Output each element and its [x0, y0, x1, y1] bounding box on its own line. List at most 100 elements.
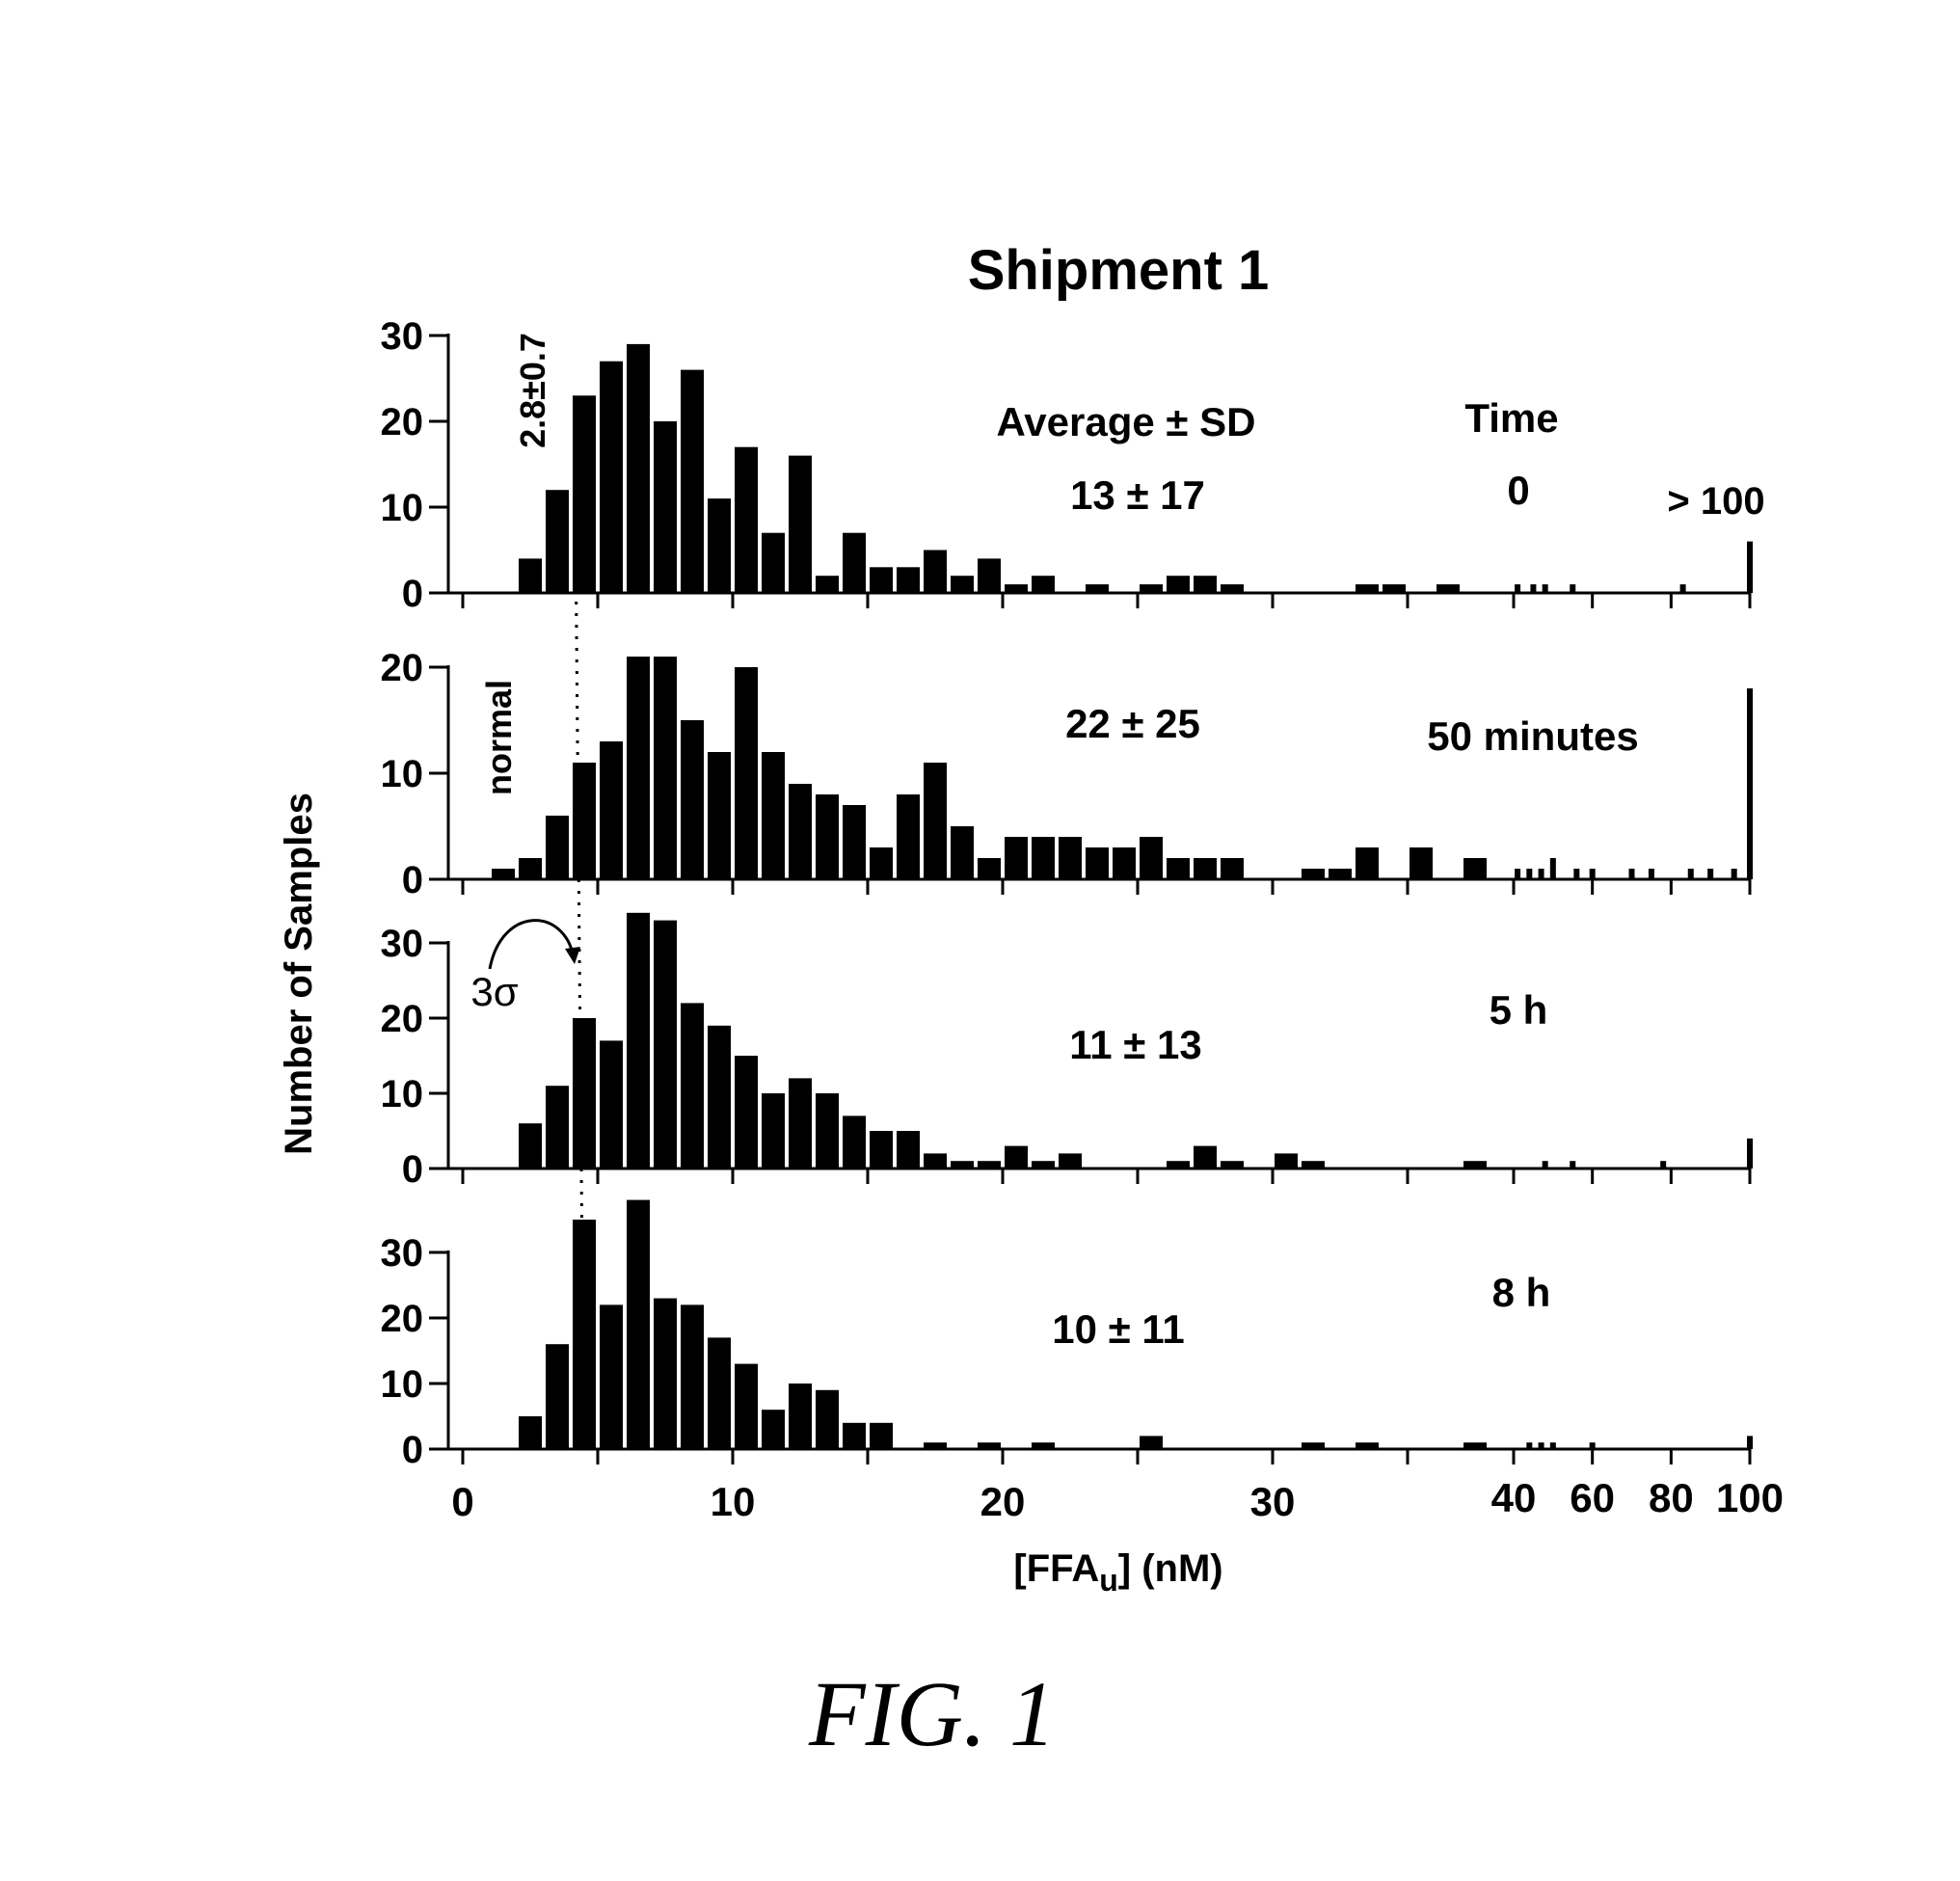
histogram-bar	[1032, 1442, 1055, 1449]
normal-range-label: 2.8±0.7	[513, 333, 552, 448]
tail-bar	[1549, 858, 1556, 879]
tail-bar	[1747, 1138, 1753, 1169]
histogram-bar	[1329, 869, 1352, 879]
histogram-bar	[924, 1153, 947, 1169]
panel-stat-label: 10 ± 11	[1052, 1306, 1185, 1352]
x-tick-labels: 0 10 20 30 40 60 80 100	[451, 1475, 1784, 1524]
panel-4: 0 10 20 30 10 ± 11 8 h	[381, 1199, 1753, 1471]
histogram-bar	[600, 1304, 623, 1449]
tail-bar	[1747, 541, 1753, 593]
panel-time-label: 8 h	[1492, 1270, 1551, 1315]
label-over-100: > 100	[1667, 480, 1764, 523]
histogram-bar	[1221, 584, 1244, 593]
histogram-bar	[816, 794, 839, 879]
histogram-bar	[519, 558, 542, 593]
histogram-bar	[843, 1115, 866, 1169]
histogram-bar	[1005, 584, 1028, 593]
panel-2: 0 10 20 22 ± 25 50 minutes	[381, 647, 1753, 901]
histogram-bar	[735, 667, 758, 879]
histogram-bar	[546, 490, 569, 593]
histogram-bar	[627, 912, 650, 1169]
histogram-bar	[924, 1442, 947, 1449]
histogram-bar	[762, 1410, 785, 1449]
histogram-bar	[573, 395, 596, 593]
histogram-bar	[951, 1161, 974, 1169]
histogram-bar	[1140, 837, 1163, 879]
tail-bar	[1660, 1161, 1667, 1169]
histogram-bar	[546, 1086, 569, 1169]
histogram-bar	[843, 532, 866, 593]
histogram-bar	[762, 1093, 785, 1169]
header-average: Average ± SD	[997, 399, 1256, 444]
histogram-bar	[978, 858, 1001, 879]
histogram-bar	[1086, 847, 1109, 879]
histogram-bar	[762, 532, 785, 593]
normal-label: normal	[479, 680, 519, 795]
histogram-bar	[1167, 576, 1190, 593]
histogram-bar	[789, 784, 812, 879]
histogram-bar	[654, 421, 677, 593]
histogram-bar	[1194, 858, 1217, 879]
histogram-bar	[654, 1298, 677, 1449]
tail-bar	[1515, 584, 1521, 593]
histogram-bar	[1275, 1153, 1298, 1169]
histogram-bar	[654, 920, 677, 1169]
histogram-bar	[978, 1161, 1001, 1169]
x-tick-label: 20	[980, 1479, 1026, 1524]
panel-1: 0 10 20 30 13 ± 17 0	[381, 315, 1753, 615]
histogram-bar	[1221, 858, 1244, 879]
sigma-arrow	[488, 919, 576, 970]
histogram-bar	[1167, 1161, 1190, 1169]
x-tick-label: 10	[711, 1479, 756, 1524]
panel-time-label: 50 minutes	[1427, 713, 1638, 759]
histogram-bar	[1302, 869, 1325, 879]
x-axis-label-subscript: u	[1099, 1563, 1118, 1598]
histogram-bar	[1005, 1145, 1028, 1169]
tail-bar	[1707, 869, 1714, 879]
tail-bar	[1538, 1442, 1544, 1449]
y-tick-label: 0	[402, 1148, 423, 1191]
tail-bar	[1530, 584, 1537, 593]
histogram-bar	[870, 1422, 893, 1449]
y-tick-label: 10	[381, 487, 424, 529]
histogram-bar	[816, 1093, 839, 1169]
x-tick-label-broken: 40	[1491, 1475, 1537, 1520]
x-axis-label-main: [FFA	[1013, 1547, 1099, 1590]
x-tick-label: 30	[1250, 1479, 1296, 1524]
histogram-bar	[600, 1040, 623, 1169]
histogram-bar	[708, 498, 731, 593]
histogram-bar	[843, 1422, 866, 1449]
histogram-bar	[708, 1337, 731, 1449]
histogram-bar	[762, 752, 785, 879]
tail-bar	[1747, 688, 1753, 879]
tail-bar	[1538, 869, 1544, 879]
tail-bar	[1526, 869, 1533, 879]
tail-bar	[1747, 1436, 1753, 1449]
histogram-bar	[654, 657, 677, 879]
panel-stat-label: 13 ± 17	[1070, 472, 1205, 518]
histogram-bar	[519, 1123, 542, 1169]
tail-bar	[1648, 869, 1654, 879]
y-tick-label: 30	[381, 923, 424, 965]
histogram-bar	[681, 1003, 704, 1169]
histogram-bar	[708, 1025, 731, 1169]
histogram-bar	[681, 369, 704, 593]
tail-bar	[1570, 584, 1576, 593]
y-tick-label: 0	[402, 573, 423, 615]
y-axis-label: Number of Samples	[278, 793, 320, 1155]
histogram-bar	[789, 1384, 812, 1449]
sigma-arrowhead	[565, 947, 580, 964]
x-tick-label-broken: 100	[1716, 1475, 1784, 1520]
histogram-bar	[1059, 837, 1082, 879]
tail-bar	[1589, 869, 1596, 879]
histogram-bar	[951, 826, 974, 879]
histogram-bar	[573, 1018, 596, 1169]
histogram-bar	[1059, 1153, 1082, 1169]
panel-time-label: 0	[1507, 468, 1529, 513]
histogram-bar	[1383, 584, 1406, 593]
y-tick-label: 10	[381, 753, 424, 795]
histogram-bar	[789, 455, 812, 593]
histogram-bar	[870, 567, 893, 593]
histogram-bar	[1140, 1436, 1163, 1449]
tail-bar	[1515, 869, 1521, 879]
